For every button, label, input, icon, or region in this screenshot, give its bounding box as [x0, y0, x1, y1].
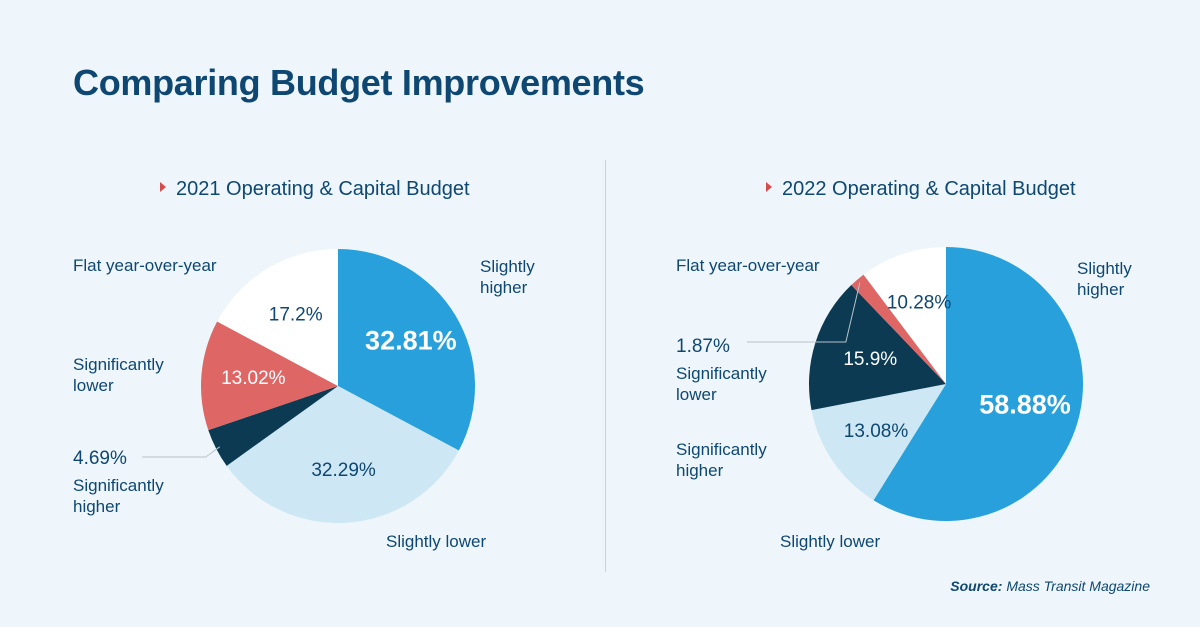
- legend-label-significantly-higher: Significantly higher: [676, 440, 767, 480]
- pie-slice-flat-year-over-year: [863, 247, 946, 384]
- slice-value-significantly-lower: 13.02%: [221, 368, 286, 389]
- legend-label-significantly-higher: Significantly higher: [73, 476, 164, 516]
- leader-line: [142, 446, 221, 458]
- slice-value-significantly-lower: 1.87%: [676, 336, 730, 357]
- slice-value-significantly-higher: 4.69%: [73, 448, 127, 469]
- slice-value-slightly-lower: 13.08%: [844, 421, 909, 442]
- legend-label-slightly-higher: Slightly higher: [1077, 259, 1132, 299]
- source-label: Source:: [950, 578, 1003, 594]
- source-text: Mass Transit Magazine: [1006, 578, 1150, 594]
- panel-divider: [605, 160, 606, 572]
- pie-chart-2022: 58.88% 13.08% 15.9% 10.28%: [747, 247, 1083, 521]
- slice-value-slightly-higher: 32.81%: [365, 325, 457, 355]
- page-title: Comparing Budget Improvements: [73, 62, 645, 103]
- pie-slice-slightly-higher: [873, 247, 1083, 521]
- leader-line: [747, 282, 861, 343]
- source-note: Source: Mass Transit Magazine: [950, 578, 1150, 594]
- pie-slice-significantly-lower: [200, 321, 338, 431]
- slice-value-slightly-higher: 58.88%: [979, 390, 1071, 420]
- legend-label-slightly-lower: Slightly lower: [386, 532, 487, 551]
- pie-slice-slightly-higher: [338, 249, 475, 451]
- pie-slice-significantly-lower: [851, 274, 946, 384]
- pie-slice-flat-year-over-year: [217, 249, 338, 386]
- legend-label-flat: Flat year-over-year: [73, 256, 217, 275]
- chart-panel-2022: 2022 Operating & Capital Budget 58.88% 13…: [600, 0, 1200, 627]
- legend-label-significantly-lower: Significantly lower: [676, 364, 767, 404]
- chart-heading: 2022 Operating & Capital Budget: [766, 178, 1076, 201]
- slice-value-flat-year-over-year: 17.2%: [269, 305, 323, 326]
- chart-title: 2021 Operating & Capital Budget: [176, 178, 470, 200]
- pie-slice-significantly-higher: [208, 386, 338, 466]
- chart-panel-2021: 2021 Operating & Capital Budget 32.81% 32…: [73, 178, 535, 551]
- pie-slice-slightly-lower: [811, 384, 946, 501]
- legend-label-flat: Flat year-over-year: [676, 256, 820, 275]
- chart-heading: 2021 Operating & Capital Budget: [160, 178, 470, 201]
- legend-label-slightly-higher: Slightly higher: [480, 257, 535, 297]
- slice-value-significantly-higher: 15.9%: [843, 349, 897, 370]
- triangle-marker-icon: [766, 182, 772, 192]
- slice-value-flat-year-over-year: 10.28%: [887, 292, 952, 313]
- legend-label-significantly-lower: Significantly lower: [73, 355, 164, 395]
- pie-slice-slightly-lower: [226, 386, 459, 523]
- slice-value-slightly-lower: 32.29%: [311, 460, 376, 481]
- chart-title: 2022 Operating & Capital Budget: [782, 178, 1076, 200]
- legend-label-slightly-lower: Slightly lower: [780, 532, 881, 551]
- pie-chart-2021: 32.81% 32.29% 13.02% 17.2%: [142, 249, 475, 523]
- triangle-marker-icon: [160, 182, 166, 192]
- pie-slice-significantly-higher: [809, 285, 946, 411]
